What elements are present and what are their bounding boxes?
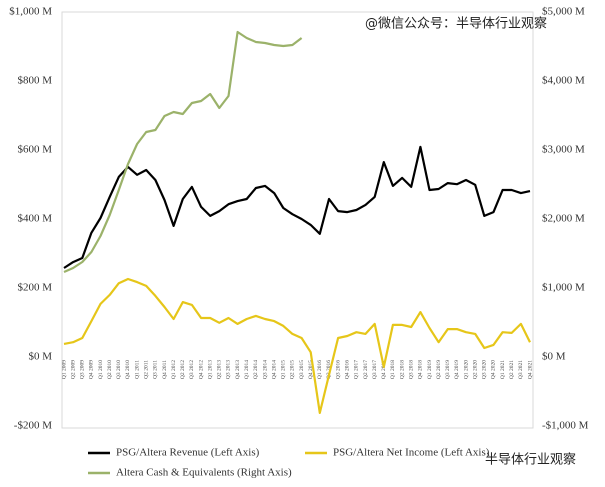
legend-label: PSG/Altera Net Income (Left Axis) [333,447,490,459]
x-tick-label: Q1 2012 [171,360,177,379]
x-tick-label: Q1 2021 [500,360,506,379]
x-tick-label: Q2 2010 [107,360,113,379]
series-line [63,277,531,414]
legend-label: PSG/Altera Revenue (Left Axis) [116,447,260,459]
x-tick-label: Q2 2015 [290,360,296,379]
x-tick-label: Q2 2018 [399,360,405,379]
y2-tick-label: $2,000 M [542,213,585,225]
y2-tick-label: $0 M [542,351,566,363]
x-tick-label: Q1 2014 [244,360,250,379]
y-tick-label: $1,000 M [9,6,52,18]
plot-frame [61,11,534,429]
x-tick-label: Q4 2010 [125,360,131,379]
x-tick-label: Q1 2017 [354,360,360,379]
x-tick-label: Q3 2010 [116,360,122,379]
x-tick-label: Q1 2013 [207,360,213,379]
legend-label: Altera Cash & Equivalents (Right Axis) [116,467,292,479]
x-tick-label: Q4 2017 [381,360,387,379]
x-tick-label: Q4 2009 [89,360,95,379]
y-tick-label: -$200 M [14,420,52,432]
x-tick-label: Q4 2021 [527,360,533,379]
x-tick-label: Q3 2015 [299,360,305,379]
x-tick-label: Q4 2019 [454,360,460,379]
x-tick-label: Q2 2009 [70,360,76,379]
x-tick-label: Q4 2014 [271,360,277,379]
x-tick-label: Q4 2011 [162,360,168,379]
y2-tick-label: $4,000 M [542,75,585,87]
x-tick-label: Q3 2009 [80,360,86,379]
x-tick-label: Q3 2018 [408,360,414,379]
x-tick-label: Q4 2016 [345,360,351,379]
x-tick-label: Q3 2019 [445,360,451,379]
x-tick-label: Q3 2012 [189,360,195,379]
x-tick-label: Q3 2014 [262,360,268,379]
x-tick-label: Q4 2013 [235,360,241,379]
y-tick-label: $800 M [17,75,52,87]
x-tick-label: Q2 2019 [436,360,442,379]
x-tick-label: Q2 2020 [472,360,478,379]
x-tick-label: Q4 2012 [198,360,204,379]
x-tick-label: Q3 2011 [153,360,159,379]
x-tick-label: Q1 2016 [317,360,323,379]
x-tick-label: Q3 2017 [372,360,378,379]
y2-tick-label: $5,000 M [542,6,585,18]
series-line [63,30,303,274]
x-tick-label: Q2 2013 [217,360,223,379]
x-tick-label: Q3 2021 [518,360,524,379]
x-tick-label: Q1 2015 [281,360,287,379]
y2-tick-label: $3,000 M [542,144,585,156]
x-tick-label: Q2 2014 [253,360,259,379]
watermark: @微信公众号：半导体行业观察 [365,17,547,32]
x-tick-label: Q2 2012 [180,360,186,379]
y-tick-label: $600 M [17,144,52,156]
x-tick-label: Q1 2020 [463,360,469,379]
series-line [63,145,531,269]
y-tick-label: $400 M [17,213,52,225]
y-tick-label: $0 M [28,351,52,363]
x-tick-label: Q1 2010 [98,360,104,379]
y2-tick-label: -$1,000 M [542,420,589,432]
x-tick-label: Q1 2009 [61,360,67,379]
x-tick-label: Q2 2017 [363,360,369,379]
watermark: 半导体行业观察 [485,453,576,468]
x-tick-label: Q1 2019 [427,360,433,379]
x-tick-label: Q4 2015 [308,360,314,379]
x-tick-label: Q4 2020 [491,360,497,379]
x-tick-label: Q2 2021 [509,360,515,379]
x-tick-label: Q1 2011 [134,360,140,379]
y-tick-label: $200 M [17,282,52,294]
x-tick-label: Q3 2016 [335,360,341,379]
x-tick-label: Q2 2011 [144,360,150,379]
x-tick-label: Q4 2018 [418,360,424,379]
y2-tick-label: $1,000 M [542,282,585,294]
x-tick-label: Q1 2018 [390,360,396,379]
x-tick-label: Q3 2020 [482,360,488,379]
x-tick-label: Q3 2013 [226,360,232,379]
